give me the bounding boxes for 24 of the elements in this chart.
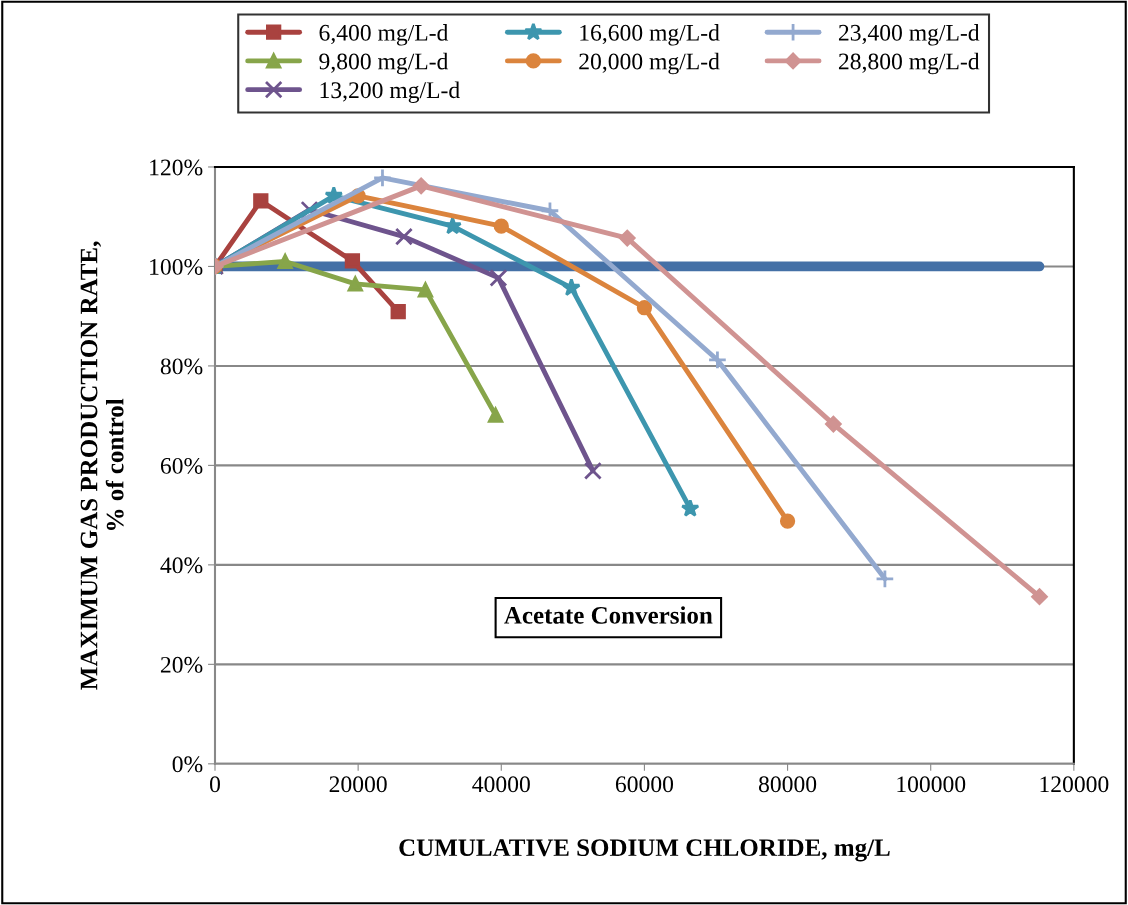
x-axis-title: CUMULATIVE SODIUM CHLORIDE, mg/L — [399, 839, 890, 862]
y-tick-label: 20% — [160, 656, 203, 673]
x-tick-label: 60000 — [615, 776, 674, 793]
x-tick-label: 0 — [209, 776, 220, 793]
y-tick-label: 40% — [160, 557, 203, 574]
x-tick-label: 80000 — [758, 776, 817, 793]
legend-label: 16,600 mg/L-d — [580, 24, 720, 46]
y-tick-label: 80% — [160, 358, 203, 375]
x-tick-label: 120000 — [1040, 776, 1109, 793]
y-tick-label: 0% — [172, 756, 203, 773]
y-tick-label: 120% — [150, 159, 203, 176]
y-tick-label: 60% — [160, 457, 203, 474]
y-axis-title: MAXIMUM GAS PRODUCTION RATE, % of control — [80, 241, 124, 690]
legend-label: 23,400 mg/L-d — [838, 24, 980, 46]
x-tick-label: 20000 — [329, 776, 387, 793]
x-tick-label: 100000 — [897, 776, 966, 793]
annotation: Acetate Conversion — [504, 606, 713, 624]
legend-label: 28,800 mg/L-d — [838, 52, 980, 75]
x-tick-label: 40000 — [472, 776, 530, 793]
legend-label: 9,800 mg/L-d — [319, 52, 449, 75]
y-tick-label: 100% — [150, 258, 203, 275]
legend-label: 6,400 mg/L-d — [319, 24, 449, 46]
legend-label: 13,200 mg/L-d — [320, 81, 460, 103]
legend-label: 20,000 mg/L-d — [579, 52, 720, 75]
